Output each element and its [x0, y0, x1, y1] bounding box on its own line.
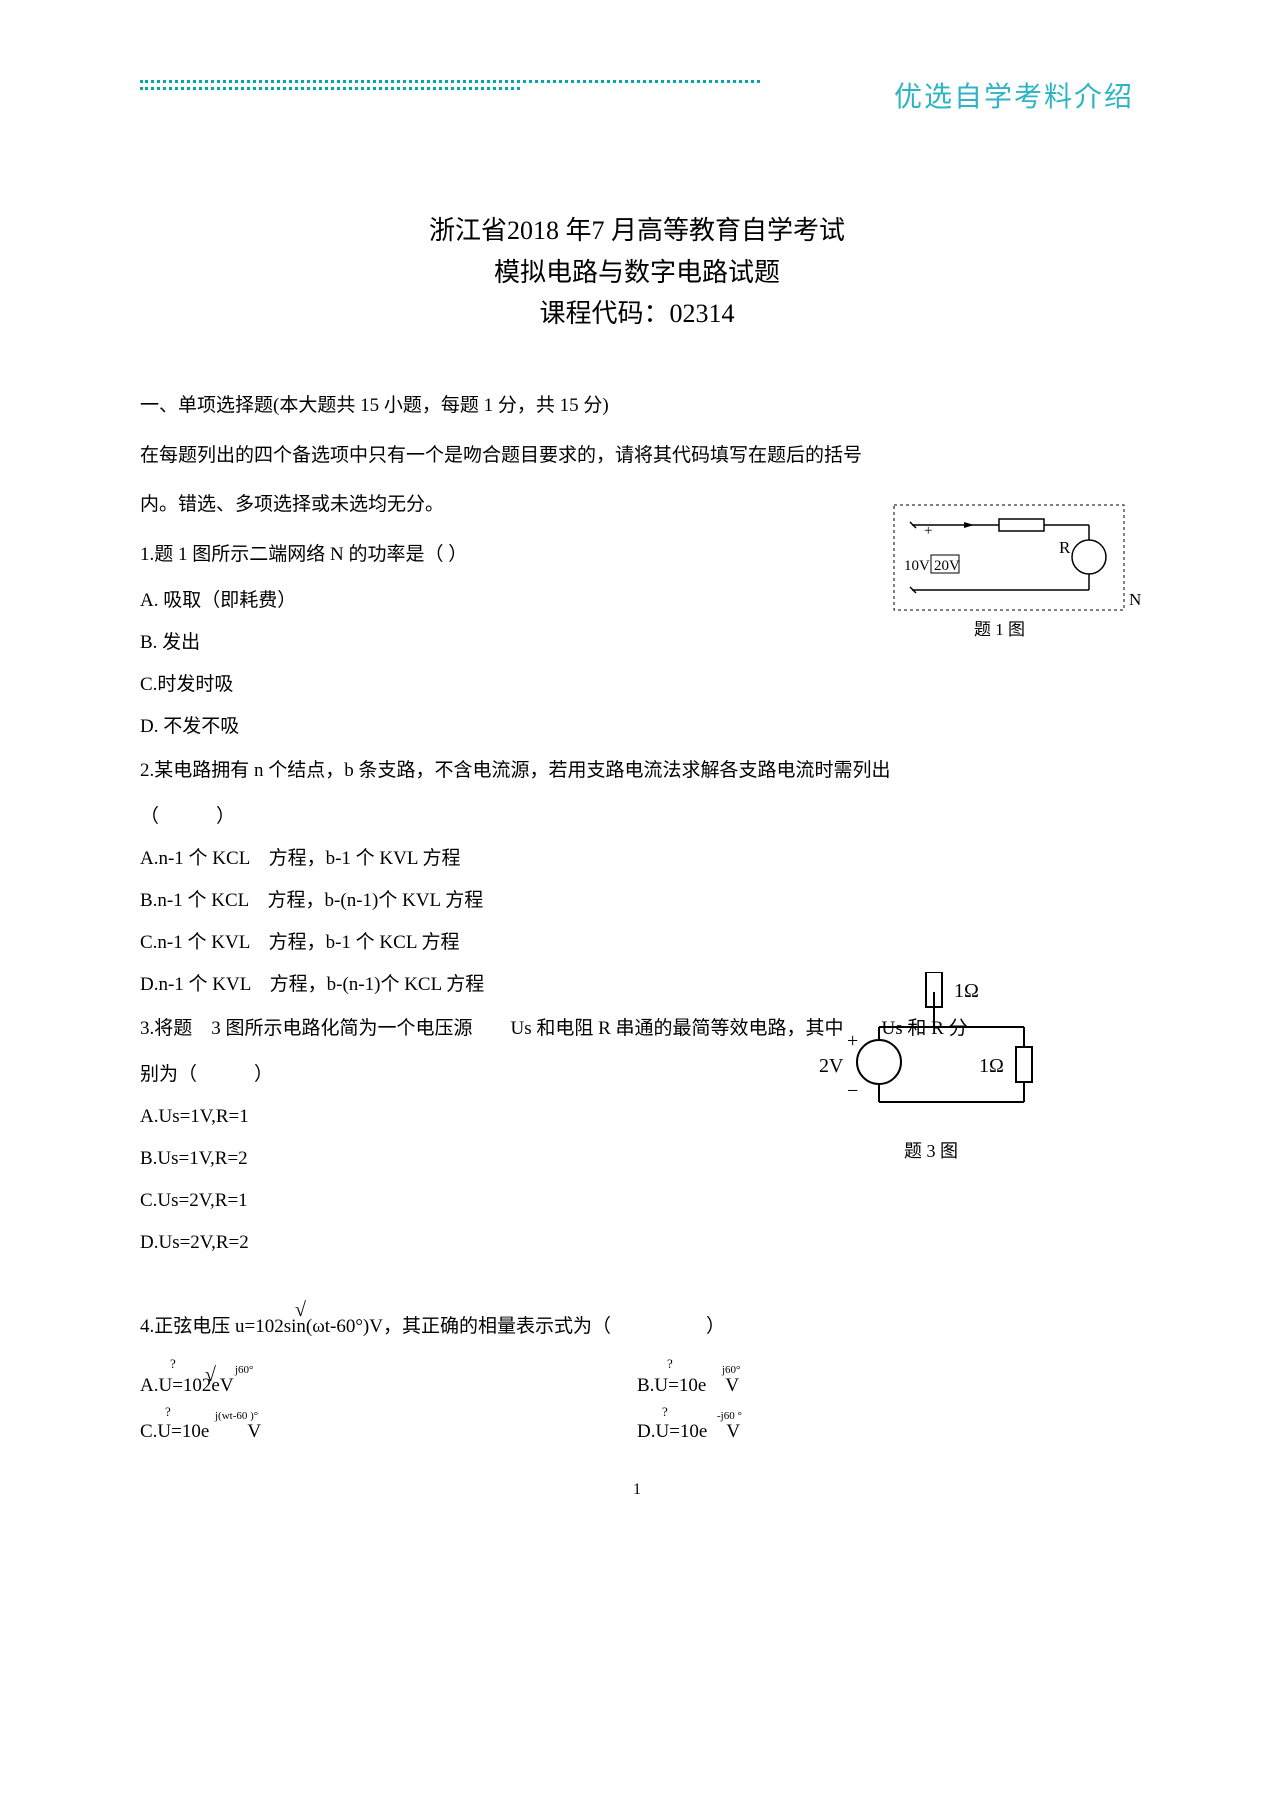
q4c-qmark: ?: [165, 1399, 171, 1425]
q4b-pre: B.U=10e: [637, 1375, 706, 1396]
q3-option-c: C.Us=2V,R=1: [140, 1182, 1134, 1220]
diagram1-10v: 10V: [904, 558, 930, 574]
q4a-sqrt: √: [205, 1355, 216, 1395]
instruction-1: 在每题列出的四个备选项中只有一个是吻合题目要求的，请将其代码填写在题后的括号: [140, 435, 1134, 477]
q4a-exp: j60°: [235, 1359, 253, 1381]
diagram3-2v: 2V: [819, 1055, 844, 1077]
diagram1-n: N: [1129, 590, 1141, 609]
q4-option-c: ? j(wt-60 )° C.U=10e V: [140, 1413, 637, 1451]
q1-option-c: C.时发时吸: [140, 666, 1134, 704]
question-2-text: 2.某电路拥有 n 个结点，b 条支路，不含电流源，若用支路电流法求解各支路电流…: [140, 750, 1134, 792]
q4a-v: V: [220, 1375, 234, 1396]
q4-row-ab: ? √ j60° A.U=102eV ? j60° B.U=10e V: [140, 1367, 1134, 1405]
title-line-1: 浙江省2018 年7 月高等教育自学考试: [140, 210, 1134, 252]
q4-option-a: ? √ j60° A.U=102eV: [140, 1367, 637, 1405]
question-4: √ 4.正弦电压 u=102sin(ωt-60°)V，其正确的相量表示式为（ ）: [140, 1306, 1134, 1348]
title-line-3: 课程代码：02314: [140, 293, 1134, 335]
header-banner: 优选自学考料介绍: [140, 80, 1134, 90]
title-section: 浙江省2018 年7 月高等教育自学考试 模拟电路与数字电路试题 课程代码：02…: [140, 210, 1134, 335]
diagram1-plus: +: [924, 523, 932, 539]
q4d-pre: D.U=10e: [637, 1421, 707, 1442]
dotted-line-top: [140, 80, 760, 83]
q4a-pre: A.U=10: [140, 1375, 202, 1396]
q4d-exp: -j60 °: [717, 1405, 742, 1427]
q4a-qmark: ?: [170, 1351, 176, 1377]
q4-2sin: 2sin(ωt-60°)V，其正确的相量表示式为（ ）: [274, 1316, 725, 1337]
q4-sqrt-top: √: [295, 1288, 306, 1332]
q3-option-d: D.Us=2V,R=2: [140, 1224, 1134, 1262]
title-line-2: 模拟电路与数字电路试题: [140, 252, 1134, 294]
q2-option-b: B.n-1 个 KCL 方程，b-(n-1)个 KVL 方程: [140, 882, 1134, 920]
diagram3-1ohm-2: 1Ω: [979, 1055, 1004, 1077]
q4-option-b: ? j60° B.U=10e V: [637, 1367, 1134, 1405]
q4-option-d: ? -j60 ° D.U=10e V: [637, 1413, 1134, 1451]
q2-blank: （ ）: [140, 798, 1134, 836]
page-number: 1: [140, 1481, 1134, 1499]
q1-option-d: D. 不发不吸: [140, 708, 1134, 746]
q4-row-cd: ? j(wt-60 )° C.U=10e V ? -j60 ° D.U=10e …: [140, 1413, 1134, 1451]
q4-text-pre: 4.正弦电压 u=10: [140, 1316, 274, 1337]
diagram1-r: R: [1059, 538, 1071, 557]
diagram3-plus: +: [847, 1030, 858, 1052]
circuit-diagram-1: + 10V 20V R N 题 1 图: [864, 495, 1144, 650]
diagram1-20v: 20V: [934, 558, 960, 574]
diagram1-label: 题 1 图: [974, 620, 1025, 639]
q4b-qmark: ?: [667, 1351, 673, 1377]
q4b-exp: j60°: [722, 1359, 740, 1381]
diagram3-minus: −: [847, 1080, 858, 1102]
dotted-line-bottom: [140, 87, 520, 90]
diagram3-1ohm-1: 1Ω: [954, 980, 979, 1002]
banner-text: 优选自学考料介绍: [894, 75, 1134, 115]
q2-option-c: C.n-1 个 KVL 方程，b-1 个 KCL 方程: [140, 924, 1134, 962]
q4c-pre: C.U=10e: [140, 1421, 209, 1442]
q4c-exp: j(wt-60 )°: [215, 1405, 258, 1427]
section-1-header: 一、单项选择题(本大题共 15 小题，每题 1 分，共 15 分): [140, 385, 1134, 427]
circuit-diagram-3: + 2V − 1Ω 1Ω 题 3 图: [819, 972, 1069, 1152]
q4d-qmark: ?: [662, 1399, 668, 1425]
q2-option-a: A.n-1 个 KCL 方程，b-1 个 KVL 方程: [140, 840, 1134, 878]
diagram3-label: 题 3 图: [904, 1141, 958, 1161]
